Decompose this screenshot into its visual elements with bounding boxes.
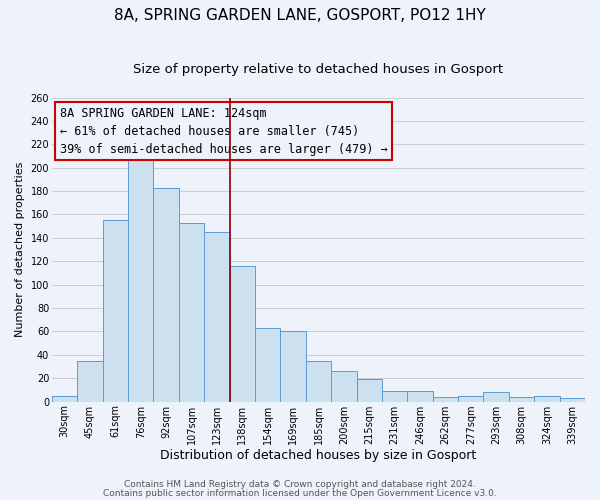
Text: Contains HM Land Registry data © Crown copyright and database right 2024.: Contains HM Land Registry data © Crown c…: [124, 480, 476, 489]
Text: Contains public sector information licensed under the Open Government Licence v3: Contains public sector information licen…: [103, 488, 497, 498]
Bar: [280, 332, 306, 402]
Bar: [154, 188, 179, 402]
Text: 8A SPRING GARDEN LANE: 124sqm
← 61% of detached houses are smaller (745)
39% of : 8A SPRING GARDEN LANE: 124sqm ← 61% of d…: [60, 106, 388, 156]
Y-axis label: Number of detached properties: Number of detached properties: [15, 162, 25, 338]
Bar: [128, 156, 154, 402]
Bar: [560, 398, 585, 402]
Bar: [534, 396, 560, 402]
Bar: [407, 391, 433, 402]
Bar: [331, 371, 356, 402]
Bar: [382, 391, 407, 402]
Bar: [255, 328, 280, 402]
Bar: [509, 397, 534, 402]
Bar: [77, 360, 103, 402]
Bar: [179, 222, 204, 402]
Bar: [458, 396, 484, 402]
Bar: [356, 380, 382, 402]
Bar: [230, 266, 255, 402]
Text: 8A, SPRING GARDEN LANE, GOSPORT, PO12 1HY: 8A, SPRING GARDEN LANE, GOSPORT, PO12 1H…: [114, 8, 486, 22]
Bar: [103, 220, 128, 402]
Bar: [484, 392, 509, 402]
Title: Size of property relative to detached houses in Gosport: Size of property relative to detached ho…: [133, 62, 503, 76]
Bar: [306, 360, 331, 402]
X-axis label: Distribution of detached houses by size in Gosport: Distribution of detached houses by size …: [160, 450, 476, 462]
Bar: [204, 232, 230, 402]
Bar: [433, 397, 458, 402]
Bar: [52, 396, 77, 402]
